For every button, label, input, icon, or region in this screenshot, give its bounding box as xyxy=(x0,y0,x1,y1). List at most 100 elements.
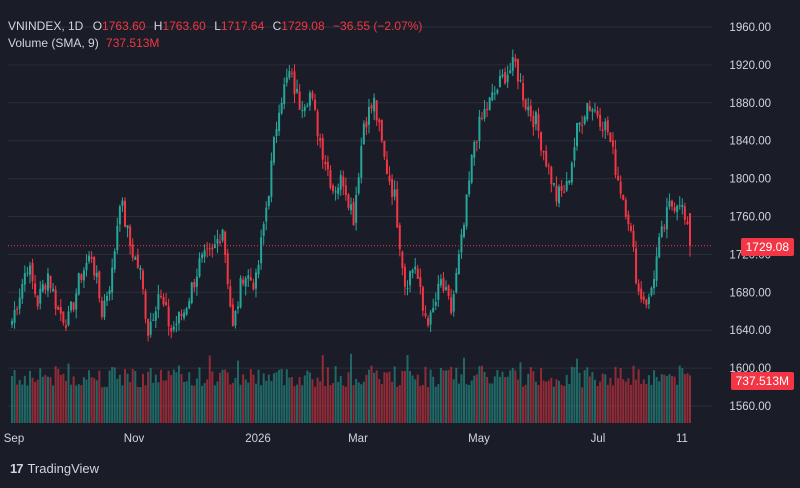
candle-body xyxy=(54,289,57,309)
candle-body xyxy=(308,92,311,106)
candle-body xyxy=(149,321,152,335)
volume-bar xyxy=(195,378,198,423)
candle-body xyxy=(224,231,227,256)
candle-body xyxy=(90,256,93,259)
volume-bar xyxy=(326,367,329,423)
volume-bar xyxy=(111,366,114,423)
candle-body xyxy=(170,327,173,332)
x-tick-label: Mar xyxy=(348,433,368,445)
candle-body xyxy=(180,313,183,317)
volume-bar xyxy=(599,381,602,423)
candle-body xyxy=(183,312,186,319)
candle-body xyxy=(558,186,561,204)
volume-bar xyxy=(547,380,550,423)
volume-bar xyxy=(480,365,483,423)
candle-body xyxy=(46,273,49,291)
volume-bar xyxy=(686,373,689,423)
volume-bar xyxy=(393,366,396,423)
y-tick-label: 1880.00 xyxy=(729,98,771,110)
volume-bar xyxy=(470,380,473,423)
volume-bar xyxy=(611,385,614,423)
candle-body xyxy=(647,296,650,305)
y-axis[interactable]: 1560.001600.001640.001680.001720.001760.… xyxy=(729,22,771,413)
volume-bar xyxy=(450,366,453,423)
volume-bar xyxy=(434,386,437,423)
x-axis[interactable]: Sep Nov 2026 Mar May Jul 11 xyxy=(4,433,688,445)
candle-body xyxy=(62,311,65,323)
volume-bar xyxy=(468,384,471,423)
volume-bar xyxy=(568,384,571,423)
candle-body xyxy=(188,300,191,309)
volume-bar xyxy=(663,374,666,423)
tradingview-logo[interactable]: 17 TradingView xyxy=(10,461,99,476)
volume-bar xyxy=(177,365,180,423)
candle-body xyxy=(501,74,504,77)
candle-body xyxy=(231,304,234,327)
candle-body xyxy=(676,205,679,213)
volume-bar xyxy=(165,380,168,423)
candle-body xyxy=(254,272,257,289)
candle-body xyxy=(637,283,640,292)
candle-body xyxy=(118,206,121,225)
candle-body xyxy=(239,278,242,308)
volume-bar xyxy=(671,375,674,423)
volume-bar xyxy=(77,384,80,423)
volume-bar xyxy=(303,375,306,423)
candle-body xyxy=(439,279,442,286)
candle-body xyxy=(406,287,409,289)
volume-bar xyxy=(18,380,21,423)
candle-body xyxy=(486,108,489,110)
candle-body xyxy=(496,89,499,94)
volume-bar xyxy=(185,381,188,423)
volume-bar xyxy=(247,382,250,423)
volume-bar xyxy=(157,382,160,423)
candle-body xyxy=(635,248,638,284)
candle-body xyxy=(668,200,671,207)
candle-body xyxy=(262,224,265,236)
candle-body xyxy=(671,200,674,207)
volume-bar xyxy=(13,370,16,423)
volume-bar xyxy=(606,384,609,423)
symbol-label[interactable]: VNINDEX, 1D xyxy=(8,19,84,33)
candle-body xyxy=(427,318,430,326)
y-tick-label: 1840.00 xyxy=(729,136,771,148)
volume-bar xyxy=(617,378,620,423)
volume-bar xyxy=(280,368,283,423)
candle-body xyxy=(103,300,106,318)
volume-bar xyxy=(511,367,514,423)
candle-body xyxy=(198,258,201,277)
volume-bar xyxy=(378,379,381,423)
candle-body xyxy=(334,191,337,193)
candle-body xyxy=(185,308,188,315)
candle-body xyxy=(460,234,463,253)
volume-bar xyxy=(288,377,291,423)
candle-body xyxy=(545,150,548,167)
candle-body xyxy=(409,271,412,286)
candle-body xyxy=(298,91,301,110)
candle-body xyxy=(49,275,52,289)
volume-bar xyxy=(665,376,668,423)
candle-body xyxy=(465,194,468,227)
volume-bar xyxy=(49,377,52,423)
volume-bar xyxy=(588,376,591,423)
volume-bar xyxy=(152,382,155,423)
candle-body xyxy=(221,229,224,241)
volume-bar xyxy=(213,385,216,423)
volume-bar xyxy=(201,385,204,423)
volume-bar xyxy=(498,376,501,423)
candle-body xyxy=(249,277,252,281)
candle-body xyxy=(21,284,24,299)
volume-bar xyxy=(591,371,594,423)
volume-bar xyxy=(293,386,296,423)
chart-legend: VNINDEX, 1D O1763.60 H1763.60 L1717.64 C… xyxy=(8,18,422,52)
candle-body xyxy=(290,72,293,74)
candle-body xyxy=(452,294,455,312)
candle-body xyxy=(44,285,47,290)
volume-bar xyxy=(516,379,519,423)
volume-bar xyxy=(319,381,322,423)
candle-body xyxy=(442,277,445,291)
volume-label[interactable]: Volume (SMA, 9) xyxy=(8,36,99,50)
candle-body xyxy=(111,267,114,293)
candle-body xyxy=(393,189,396,197)
